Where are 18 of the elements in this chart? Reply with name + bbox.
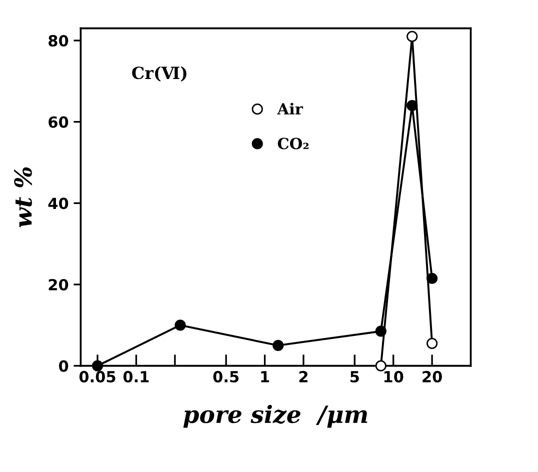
y-tick-label: 20: [48, 278, 68, 290]
x-tick-label: 1: [261, 371, 270, 382]
x-tick-label: 20: [422, 370, 442, 382]
x-tick-label: 2: [299, 370, 308, 382]
x-axis-title: pore size /μm: [183, 404, 368, 428]
y-tick-label: 60: [48, 116, 68, 128]
legend-label: Air: [277, 102, 304, 114]
y-axis-title: wt %: [14, 167, 32, 228]
legend-label: CO₂: [278, 138, 309, 150]
x-tick-label: 0.5: [213, 370, 239, 382]
annotation: Cr(Ⅵ): [132, 66, 186, 82]
y-tick-label: 80: [48, 34, 68, 47]
x-tick-label: 10: [384, 370, 404, 382]
x-tick-label: 0.05: [79, 370, 116, 382]
x-tick-label: 5: [350, 371, 359, 382]
y-tick-label: 0: [58, 360, 68, 372]
y-tick-label: 40: [48, 198, 68, 210]
x-tick-label: 0.1: [123, 370, 149, 382]
